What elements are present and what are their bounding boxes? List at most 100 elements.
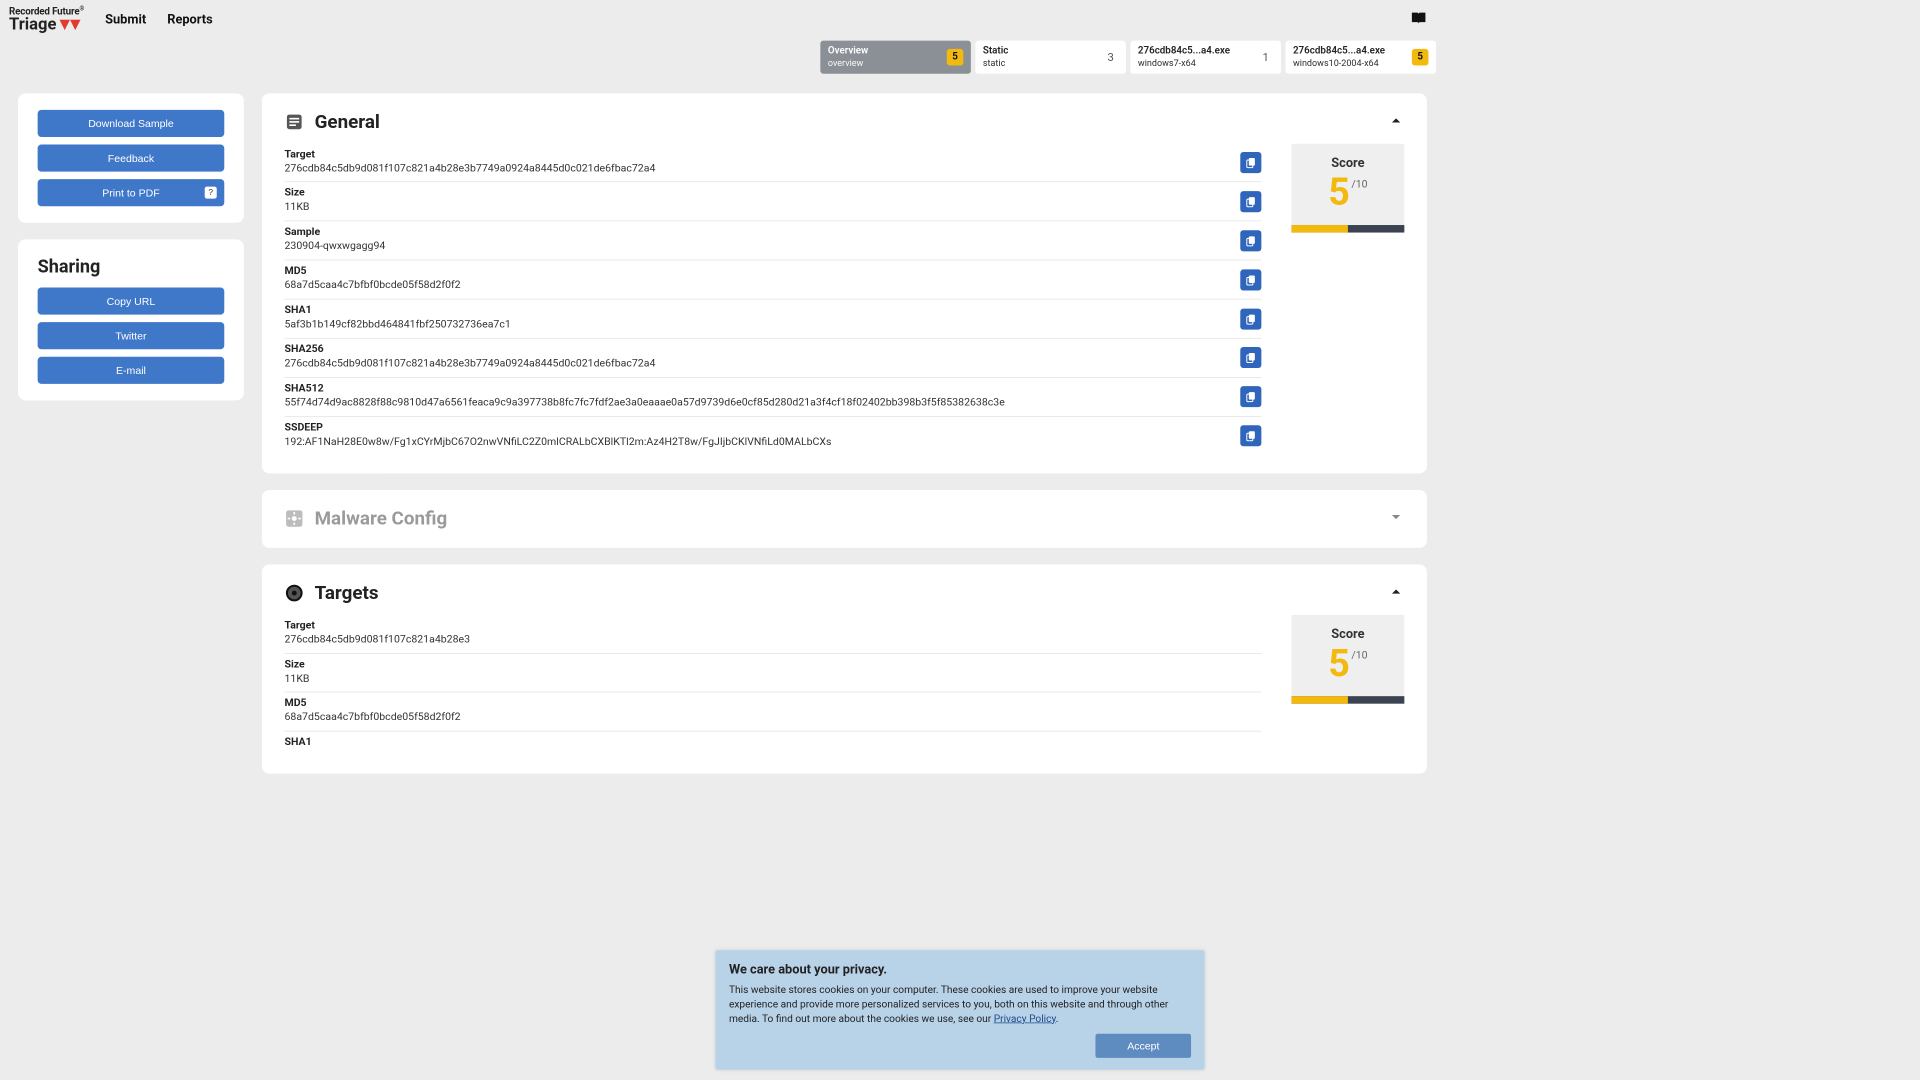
- general-title: General: [315, 111, 380, 133]
- field-label: Sample: [284, 226, 1223, 238]
- field-row: SHA256 276cdb84c5db9d081f107c821a4b28e3b7…: [284, 339, 1261, 378]
- cookie-accept-button[interactable]: Accept: [1096, 1034, 1191, 1058]
- cookie-title: We care about your privacy.: [729, 963, 1191, 978]
- email-button[interactable]: E-mail: [38, 356, 225, 383]
- tab-num: 1: [1263, 50, 1274, 64]
- targets-panel: Targets Target 276cdb84c5db9d081f107c821a…: [262, 564, 1427, 774]
- field-value: 55f74d74d9ac8828f88c9810d47a6561feaca9c9…: [284, 396, 1223, 410]
- sharing-card: Sharing Copy URL Twitter E-mail: [18, 239, 244, 400]
- copy-icon[interactable]: [1240, 269, 1261, 290]
- targets-header[interactable]: Targets: [284, 582, 1404, 604]
- cookie-banner: We care about your privacy. This website…: [715, 951, 1204, 1070]
- cookie-body: This website stores cookies on your comp…: [729, 984, 1191, 1027]
- chevron-up-icon[interactable]: [1388, 112, 1405, 132]
- nav-submit[interactable]: Submit: [105, 12, 146, 27]
- field-value: 68a7d5caa4c7bfbf0bcde05f58d2f0f2: [284, 279, 1223, 293]
- field-label: Target: [284, 148, 1223, 160]
- copy-icon[interactable]: [1240, 425, 1261, 446]
- field-value: 11KB: [284, 201, 1223, 215]
- targets-score: Score 5/10: [1291, 615, 1404, 756]
- copy-url-button[interactable]: Copy URL: [38, 287, 225, 314]
- sharing-heading: Sharing: [38, 256, 225, 277]
- field-label: Size: [284, 658, 1223, 670]
- tab-win10[interactable]: 276cdb84c5...a4.exe windows10-2004-x64 5: [1285, 41, 1436, 74]
- notes-icon: [284, 112, 304, 132]
- print-label: Print to PDF: [102, 186, 159, 198]
- brand-bottom: Triage: [9, 17, 56, 34]
- field-label: MD5: [284, 265, 1223, 277]
- field-value: 230904-qwxwgagg94: [284, 240, 1223, 254]
- chevron-up-icon[interactable]: [1388, 583, 1405, 603]
- actions-card: Download Sample Feedback Print to PDF ?: [18, 93, 244, 222]
- tab-sub: windows7-x64: [1138, 58, 1230, 69]
- print-shortcut: ?: [205, 186, 217, 198]
- field-label: SHA1: [284, 736, 1223, 748]
- copy-icon[interactable]: [1240, 308, 1261, 329]
- targets-title: Targets: [315, 582, 379, 604]
- privacy-policy-link[interactable]: Privacy Policy: [994, 1013, 1056, 1025]
- field-row: Sample 230904-qwxwgagg94: [284, 222, 1261, 261]
- copy-icon[interactable]: [1240, 191, 1261, 212]
- field-label: SHA1: [284, 304, 1223, 316]
- score-value: 5: [1328, 645, 1350, 683]
- field-label: Size: [284, 187, 1223, 199]
- brand-logo[interactable]: Recorded Future® Triage: [9, 6, 84, 33]
- tab-title: Static: [983, 45, 1008, 57]
- field-label: SHA512: [284, 382, 1223, 394]
- tab-static[interactable]: Static static 3: [975, 41, 1126, 74]
- tab-title: 276cdb84c5...a4.exe: [1293, 45, 1385, 57]
- tab-sub: static: [983, 58, 1008, 69]
- field-value: 276cdb84c5db9d081f107c821a4b28e3b7749a09…: [284, 161, 1223, 175]
- twitter-button[interactable]: Twitter: [38, 322, 225, 349]
- brand-triangles-icon: [59, 20, 80, 31]
- tab-overview[interactable]: Overview overview 5: [820, 41, 971, 74]
- chevron-down-icon[interactable]: [1388, 509, 1405, 529]
- tab-sub: overview: [828, 58, 868, 69]
- field-value: 68a7d5caa4c7bfbf0bcde05f58d2f0f2: [284, 711, 1223, 725]
- score-label: Score: [1299, 627, 1397, 642]
- field-label: Target: [284, 619, 1223, 631]
- field-label: SSDEEP: [284, 421, 1223, 433]
- field-label: MD5: [284, 697, 1223, 709]
- score-value: 5: [1328, 174, 1350, 212]
- malware-title: Malware Config: [315, 508, 448, 530]
- tab-num: 3: [1107, 50, 1118, 64]
- field-value: 11KB: [284, 672, 1223, 686]
- field-value: 192:AF1NaH28E0w8w/Fg1xCYrMjbC67O2nwVNfiL…: [284, 435, 1223, 449]
- docs-icon[interactable]: [1410, 11, 1427, 28]
- field-row: Target 276cdb84c5db9d081f107c821a4b28e3: [284, 615, 1261, 654]
- copy-icon[interactable]: [1240, 386, 1261, 407]
- tab-title: 276cdb84c5...a4.exe: [1138, 45, 1230, 57]
- field-row: SHA512 55f74d74d9ac8828f88c9810d47a6561fe…: [284, 378, 1261, 417]
- tab-win7[interactable]: 276cdb84c5...a4.exe windows7-x64 1: [1130, 41, 1281, 74]
- general-panel: General Target276cdb84c5db9d081f107c821a…: [262, 93, 1427, 473]
- field-value: 5af3b1b149cf82bbd464841fbf250732736ea7c1: [284, 318, 1223, 332]
- nav-reports[interactable]: Reports: [167, 12, 212, 27]
- download-sample-button[interactable]: Download Sample: [38, 110, 225, 137]
- tab-badge: 5: [947, 49, 964, 66]
- print-pdf-button[interactable]: Print to PDF ?: [38, 179, 225, 206]
- feedback-button[interactable]: Feedback: [38, 144, 225, 171]
- copy-icon[interactable]: [1240, 347, 1261, 368]
- copy-icon[interactable]: [1240, 230, 1261, 251]
- field-value: 276cdb84c5db9d081f107c821a4b28e3b7749a09…: [284, 357, 1223, 371]
- gear-box-icon: [284, 509, 304, 529]
- field-row: MD5 68a7d5caa4c7bfbf0bcde05f58d2f0f2: [284, 693, 1261, 732]
- general-header[interactable]: General: [284, 111, 1404, 133]
- score-max: /10: [1351, 178, 1367, 190]
- tab-sub: windows10-2004-x64: [1293, 58, 1385, 69]
- field-row: Size 11KB: [284, 182, 1261, 221]
- malware-header[interactable]: Malware Config: [284, 508, 1404, 530]
- tabstrip: Overview overview 5 Static static 3 276c…: [0, 36, 1445, 78]
- field-row: Target276cdb84c5db9d081f107c821a4b28e3b7…: [284, 143, 1261, 182]
- field-row: SHA1 5af3b1b149cf82bbd464841fbf250732736e…: [284, 300, 1261, 339]
- malware-config-panel: Malware Config: [262, 490, 1427, 548]
- general-score: Score 5/10: [1291, 143, 1404, 455]
- field-row: MD5 68a7d5caa4c7bfbf0bcde05f58d2f0f2: [284, 261, 1261, 300]
- field-value: 276cdb84c5db9d081f107c821a4b28e3: [284, 633, 1223, 647]
- field-row: SHA1: [284, 732, 1261, 756]
- field-label: SHA256: [284, 343, 1223, 355]
- tab-title: Overview: [828, 45, 868, 57]
- copy-icon[interactable]: [1240, 152, 1261, 173]
- tab-badge: 5: [1412, 49, 1429, 66]
